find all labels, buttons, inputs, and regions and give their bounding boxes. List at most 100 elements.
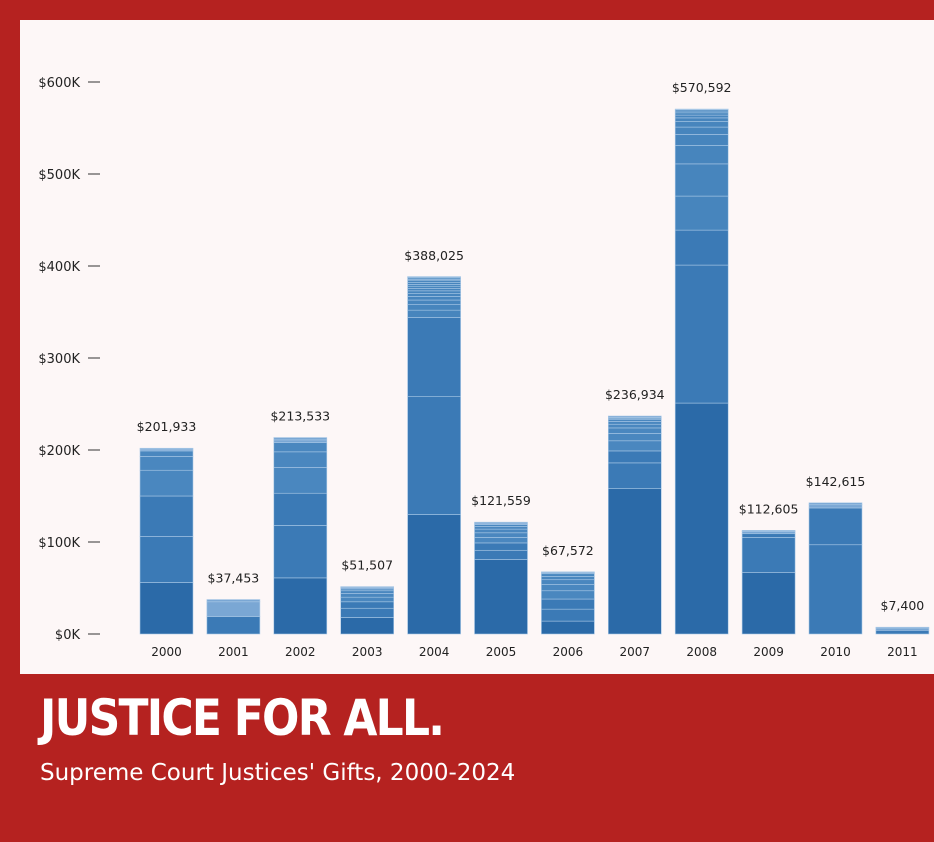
bar-segment — [407, 299, 461, 305]
bar-segment — [273, 442, 328, 453]
x-tick-label: 2001 — [218, 645, 249, 659]
bar-segment — [607, 462, 662, 489]
bar-2004: $388,025 — [404, 248, 464, 635]
bar-segment — [139, 536, 194, 583]
bar-2008: $570,592 — [672, 80, 732, 635]
data-label-2009: $112,605 — [739, 501, 799, 516]
bar-segment — [474, 532, 528, 538]
bar-segment — [875, 627, 930, 631]
x-tick-label: 2005 — [486, 645, 517, 659]
y-tick-label: $600K — [38, 76, 80, 91]
y-tick-label: $0K — [55, 628, 81, 643]
bar-segment — [139, 469, 194, 497]
bar-segment — [607, 450, 662, 464]
bar-segment — [875, 626, 930, 629]
bar-segment — [340, 601, 395, 609]
bar-segment — [407, 309, 461, 318]
x-tick-label: 2006 — [553, 645, 584, 659]
bar-segment — [139, 582, 194, 635]
x-tick-label: 2007 — [620, 645, 651, 659]
bar-segment — [139, 450, 194, 457]
bar-segment — [607, 433, 662, 442]
y-axis: $0K $100K $200K $300K $400K $500K $600K — [38, 76, 100, 643]
bar-segment — [607, 488, 662, 635]
bar-segment — [741, 572, 796, 635]
x-tick-label: 2008 — [686, 645, 717, 659]
bar-segment — [674, 114, 729, 119]
bar-segment — [541, 584, 595, 592]
bar-segment — [607, 427, 662, 434]
bar-segment — [474, 542, 528, 551]
bar-segment — [607, 415, 662, 418]
y-tick-label: $400K — [38, 260, 80, 275]
bar-segment — [407, 514, 461, 635]
bar-segment — [674, 229, 729, 266]
bar-segment — [340, 590, 395, 594]
bar-segment — [340, 596, 395, 603]
bar-segment — [407, 285, 461, 289]
bar-2005: $121,559 — [471, 493, 531, 635]
x-tick-label: 2009 — [753, 645, 784, 659]
bar-segment — [607, 423, 662, 429]
bar-segment — [674, 121, 729, 128]
bar-2000: $201,933 — [137, 419, 196, 635]
bar-segment — [273, 492, 328, 526]
bar-segment — [674, 402, 729, 635]
bar-2002: $213,533 — [270, 409, 330, 635]
bar-segment — [674, 108, 729, 110]
bar-segment — [273, 577, 328, 635]
bar-segment — [541, 608, 595, 622]
data-label-2004: $388,025 — [404, 248, 464, 263]
bar-segment — [674, 163, 729, 197]
bar-segment — [407, 317, 461, 397]
bar-segment — [407, 288, 461, 292]
bar-2009: $112,605 — [739, 501, 799, 635]
bar-segment — [340, 586, 395, 588]
bar-2003: $51,507 — [340, 558, 395, 635]
bar-segment — [741, 537, 796, 573]
chart-panel: $0K $100K $200K $300K $400K $500K $600K $201,9… — [20, 20, 934, 674]
bar-segment — [206, 599, 261, 603]
x-axis: 2000 2001 2002 2003 2004 2005 2006 2007 2008 2009… — [151, 645, 917, 659]
x-tick-label: 2002 — [285, 645, 316, 659]
bar-segment — [674, 112, 729, 116]
page-subtitle: Supreme Court Justices' Gifts, 2000-2024 — [40, 760, 516, 786]
x-tick-label: 2000 — [151, 645, 182, 659]
y-tick-label: $200K — [38, 444, 80, 459]
bar-segment — [808, 504, 863, 509]
bar-segment — [474, 549, 528, 560]
bar-segment — [674, 126, 729, 135]
y-tick-label: $300K — [38, 352, 80, 367]
bar-2007: $236,934 — [605, 387, 665, 635]
bar-2011: $7,400 — [875, 598, 930, 635]
bar-segment — [139, 447, 194, 450]
bar-segment — [808, 502, 863, 506]
x-tick-label: 2010 — [820, 645, 851, 659]
bar-2006: $67,572 — [541, 543, 595, 635]
bar-segment — [273, 467, 328, 494]
bar-segment — [340, 617, 395, 635]
bar-segment — [407, 290, 461, 294]
bar-segment — [474, 521, 528, 524]
bar-segment — [139, 495, 194, 537]
bar-segment — [875, 630, 930, 635]
bar-segment — [674, 117, 729, 122]
bar-segment — [474, 526, 528, 530]
bar-segment — [607, 421, 662, 425]
bar-segment — [139, 456, 194, 471]
data-label-2006: $67,572 — [542, 543, 594, 558]
data-label-2010: $142,615 — [806, 474, 866, 489]
data-label-2011: $7,400 — [881, 598, 925, 613]
bar-segment — [541, 571, 595, 573]
bar-segment — [541, 598, 595, 610]
x-tick-label: 2003 — [352, 645, 383, 659]
page-title: JUSTICE FOR ALL. — [40, 689, 445, 747]
bar-chart: $0K $100K $200K $300K $400K $500K $600K $201,9… — [38, 76, 930, 659]
bar-segment — [407, 304, 461, 311]
bar-segment — [541, 620, 595, 635]
bar-2010: $142,615 — [806, 474, 866, 635]
bar-segment — [407, 293, 461, 297]
bar-segment — [541, 573, 595, 577]
bar-segment — [273, 439, 328, 443]
bar-segment — [541, 579, 595, 585]
